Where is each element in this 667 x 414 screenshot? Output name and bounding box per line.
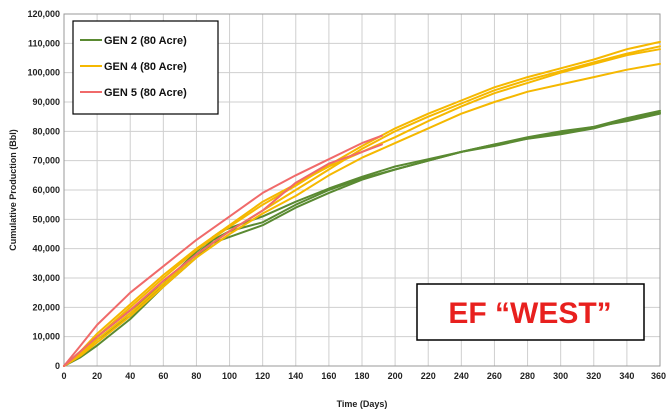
legend-box (72, 20, 219, 115)
x-tick-label: 180 (354, 371, 369, 381)
x-tick-label: 40 (125, 371, 135, 381)
series-line-gen-2-0 (63, 112, 661, 367)
legend: GEN 2 (80 Acre) GEN 4 (80 Acre) GEN 5 (80 … (72, 20, 219, 115)
x-tick-label: 280 (520, 371, 535, 381)
x-tick-label: 240 (454, 371, 469, 381)
y-tick-label: 80,000 (32, 126, 60, 136)
x-tick-label: 100 (222, 371, 237, 381)
y-tick-label: 20,000 (32, 302, 60, 312)
x-tick-label: 160 (321, 371, 336, 381)
x-tick-label: 200 (388, 371, 403, 381)
region-stamp: EF “WEST” (416, 283, 645, 341)
x-tick-label: 60 (158, 371, 168, 381)
x-tick-label: 340 (619, 371, 634, 381)
series-line-gen-5-7 (63, 134, 383, 367)
legend-label: GEN 5 (80 Acre) (104, 87, 187, 99)
series-line-gen-4-6 (63, 40, 661, 367)
y-tick-label: 10,000 (32, 332, 60, 342)
legend-label: GEN 4 (80 Acre) (104, 61, 187, 73)
x-tick-label: 120 (255, 371, 270, 381)
series-line-gen-4-3 (63, 62, 661, 367)
y-tick-label: 30,000 (32, 273, 60, 283)
x-tick-label: 360 (651, 371, 666, 381)
series-line-gen-5-8 (63, 143, 383, 367)
plot-area-frame (63, 13, 661, 367)
series-line-gen-4-5 (63, 48, 661, 367)
y-tick-label: 90,000 (32, 97, 60, 107)
y-tick-label: 110,000 (28, 38, 60, 48)
x-tick-label: 220 (421, 371, 436, 381)
y-tick-label: 60,000 (32, 185, 60, 195)
x-tick-label: 260 (487, 371, 502, 381)
series-line-gen-2-2 (63, 111, 661, 367)
y-tick-label: 120,000 (27, 9, 60, 19)
y-tick-label: 50,000 (32, 214, 60, 224)
region-stamp-box (416, 283, 645, 341)
x-tick-label: 80 (191, 371, 201, 381)
legend-label: GEN 2 (80 Acre) (104, 35, 187, 47)
series-layer (63, 40, 661, 367)
x-tick-label: 140 (288, 371, 303, 381)
y-tick-label: 40,000 (32, 244, 60, 254)
y-axis-title: Cumulative Production (Bbl) (8, 129, 18, 251)
y-tick-labels: 0 10,000 20,000 30,000 40,000 50,000 60,000 70,… (27, 9, 60, 371)
x-axis-title: Time (Days) (337, 399, 388, 409)
y-tick-label: 100,000 (27, 68, 60, 78)
region-stamp-label: EF “WEST” (448, 297, 611, 330)
y-tick-label: 0 (55, 361, 60, 371)
x-tick-label: 0 (61, 371, 66, 381)
x-tick-labels: 0 20 40 60 80 100 120 140 160 180 200 220 240 260 280 3… (61, 371, 666, 381)
x-tick-label: 20 (92, 371, 102, 381)
x-tick-label: 300 (553, 371, 568, 381)
x-tick-label: 320 (586, 371, 601, 381)
y-tick-label: 70,000 (32, 156, 60, 166)
